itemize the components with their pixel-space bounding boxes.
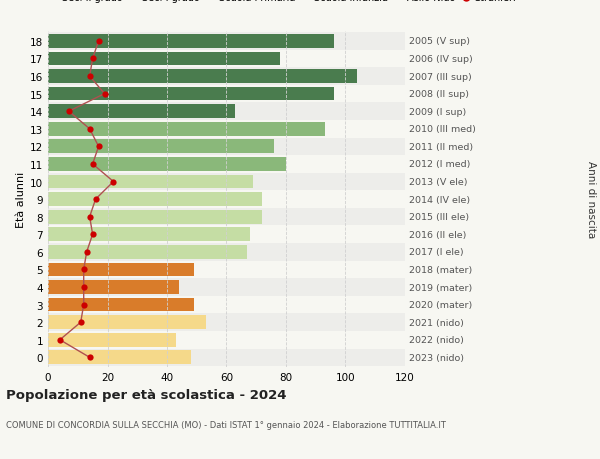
Text: 2014 (IV ele): 2014 (IV ele) — [409, 195, 470, 204]
Bar — [48, 331, 405, 349]
Bar — [48, 191, 405, 208]
Bar — [48, 86, 405, 103]
Bar — [48, 52, 280, 66]
Bar — [48, 210, 262, 224]
Bar — [48, 246, 247, 259]
Text: 2012 (I med): 2012 (I med) — [409, 160, 470, 169]
Text: 2017 (I ele): 2017 (I ele) — [409, 248, 464, 257]
Bar — [48, 50, 405, 68]
Text: Anni di nascita: Anni di nascita — [586, 161, 596, 238]
Bar — [48, 88, 334, 101]
Bar — [48, 35, 334, 49]
Text: 2021 (nido): 2021 (nido) — [409, 318, 464, 327]
Text: 2010 (III med): 2010 (III med) — [409, 125, 476, 134]
Text: 2019 (mater): 2019 (mater) — [409, 283, 472, 292]
Bar — [48, 208, 405, 226]
Bar — [48, 351, 191, 364]
Text: 2006 (IV sup): 2006 (IV sup) — [409, 55, 473, 64]
Text: 2009 (I sup): 2009 (I sup) — [409, 107, 466, 117]
Bar — [48, 174, 405, 191]
Bar — [48, 121, 405, 138]
Text: 2022 (nido): 2022 (nido) — [409, 336, 464, 345]
Bar — [48, 70, 358, 84]
Bar — [48, 298, 194, 312]
Text: 2005 (V sup): 2005 (V sup) — [409, 37, 470, 46]
Bar — [48, 349, 405, 366]
Bar — [48, 175, 253, 189]
Legend: Sec. II grado, Sec. I grado, Scuola Primaria, Scuola Infanzia, Asilo Nido, Stran: Sec. II grado, Sec. I grado, Scuola Prim… — [49, 0, 516, 3]
Y-axis label: Età alunni: Età alunni — [16, 172, 26, 228]
Text: Popolazione per età scolastica - 2024: Popolazione per età scolastica - 2024 — [6, 388, 287, 401]
Text: 2016 (II ele): 2016 (II ele) — [409, 230, 467, 239]
Bar — [48, 140, 274, 154]
Bar — [48, 226, 405, 244]
Text: 2007 (III sup): 2007 (III sup) — [409, 73, 472, 81]
Text: 2015 (III ele): 2015 (III ele) — [409, 213, 469, 222]
Text: 2023 (nido): 2023 (nido) — [409, 353, 464, 362]
Bar — [48, 138, 405, 156]
Text: 2011 (II med): 2011 (II med) — [409, 143, 473, 151]
Bar — [48, 158, 286, 171]
Bar — [48, 244, 405, 261]
Bar — [48, 316, 206, 329]
Text: COMUNE DI CONCORDIA SULLA SECCHIA (MO) - Dati ISTAT 1° gennaio 2024 - Elaborazio: COMUNE DI CONCORDIA SULLA SECCHIA (MO) -… — [6, 420, 446, 429]
Bar — [48, 123, 325, 136]
Bar — [48, 33, 405, 50]
Bar — [48, 333, 176, 347]
Bar — [48, 103, 405, 121]
Bar — [48, 280, 179, 294]
Bar — [48, 193, 262, 207]
Bar — [48, 156, 405, 174]
Bar — [48, 68, 405, 86]
Bar — [48, 263, 194, 277]
Bar — [48, 296, 405, 313]
Bar — [48, 279, 405, 296]
Text: 2008 (II sup): 2008 (II sup) — [409, 90, 469, 99]
Text: 2020 (mater): 2020 (mater) — [409, 301, 472, 309]
Bar — [48, 313, 405, 331]
Bar — [48, 261, 405, 279]
Text: 2013 (V ele): 2013 (V ele) — [409, 178, 467, 187]
Bar — [48, 228, 250, 241]
Bar — [48, 105, 235, 119]
Text: 2018 (mater): 2018 (mater) — [409, 265, 472, 274]
